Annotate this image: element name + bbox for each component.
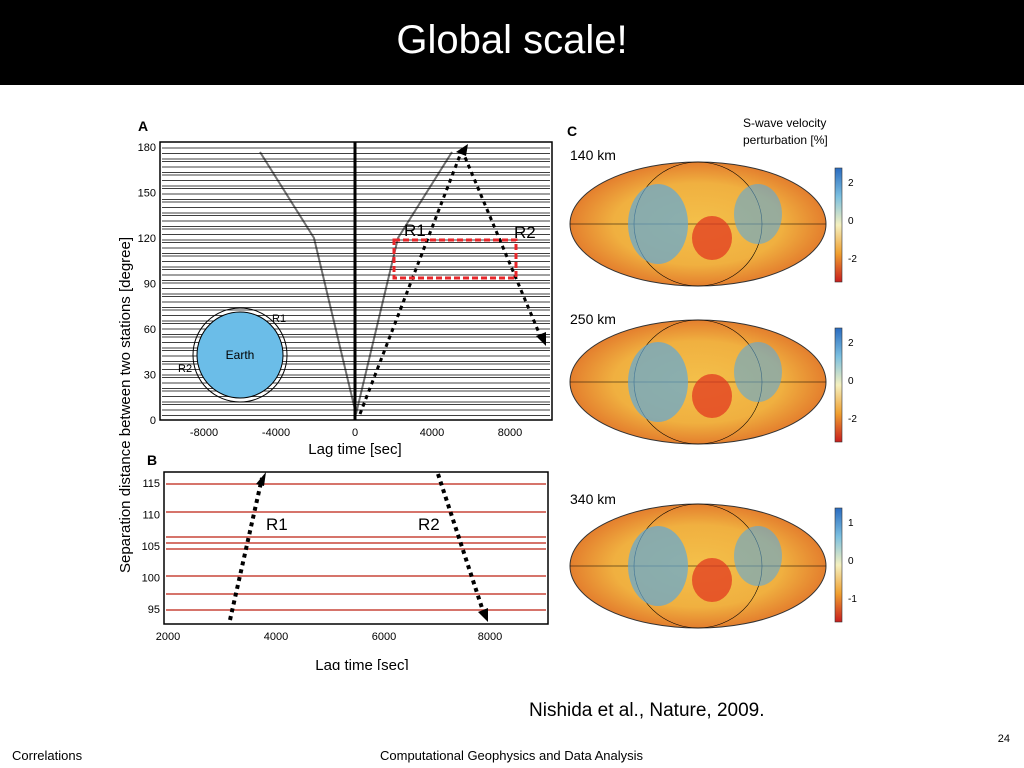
panel-b-xlabel: Lag time [sec] (315, 657, 408, 670)
footer-left: Correlations (12, 748, 83, 763)
earth-r1-label: R1 (272, 313, 286, 325)
panel-b-y-tick: 105 (142, 541, 160, 553)
map-depth-label: 340 km (570, 491, 616, 507)
figure: A R1 R2 Earth R1 R2 180 150 120 90 60 30 0 -80… (100, 100, 870, 674)
earth-inset: Earth R1 R2 (178, 307, 288, 403)
colorbar-tick: 0 (848, 556, 854, 567)
panel-a-y-tick: 180 (138, 142, 156, 154)
colorbar-tick: -2 (848, 254, 857, 265)
red-anomaly (692, 216, 732, 260)
velocity-map-2: 250 km 2 0 -2 (569, 311, 857, 445)
panel-b-r1-arrow (228, 477, 264, 621)
blue-anomaly (628, 342, 688, 422)
panel-a-x-tick: -4000 (262, 427, 290, 439)
red-anomaly (692, 558, 732, 602)
colorbar-tick: -1 (848, 594, 857, 605)
colorbar-tick: 0 (848, 376, 854, 387)
panel-b-traces (166, 483, 546, 611)
page-number: 24 (997, 733, 1010, 745)
panel-a-y-tick: 90 (144, 279, 156, 291)
panel-b-plot: R1 R2 (163, 471, 549, 625)
r1-moveout (259, 151, 453, 415)
highlight-box (392, 238, 518, 280)
map-depth-label: 250 km (570, 311, 616, 327)
r2-arrow-line (460, 149, 544, 341)
colorbar-tick: 2 (848, 178, 854, 189)
panel-b-y-tick: 95 (148, 604, 160, 616)
panel-a-x-tick: 8000 (498, 427, 522, 439)
panel-a-y-ticks: 180 150 120 90 60 30 0 (138, 142, 156, 427)
panel-b-y-tick: 110 (142, 510, 160, 522)
panel-b-r1-label: R1 (266, 515, 288, 534)
title-bar: Global scale! (0, 0, 1024, 85)
colorbar (834, 327, 843, 443)
panel-b-x-tick: 8000 (478, 631, 502, 643)
r1-arrow-line (358, 149, 464, 415)
r2-arrowhead (536, 332, 546, 346)
panel-a-r2-label: R2 (514, 223, 536, 242)
legend-title-line2: perturbation [%] (743, 133, 828, 147)
panel-a-y-tick: 150 (138, 188, 156, 200)
panel-a-x-tick: 4000 (420, 427, 444, 439)
velocity-map-1: 140 km 2 0 -2 (569, 147, 857, 287)
slide-title: Global scale! (396, 18, 628, 62)
shared-ylabel: Separation distance between two stations… (117, 237, 134, 573)
panel-a-y-tick: 30 (144, 370, 156, 382)
panel-b-label: B (147, 452, 157, 468)
panel-a-r1-label: R1 (404, 221, 426, 240)
panel-a-plot: R1 R2 Earth R1 R2 (159, 141, 553, 421)
panel-b-y-tick: 100 (142, 573, 160, 585)
colorbar (834, 167, 843, 283)
earth-circle (196, 311, 284, 399)
earth-label: Earth (226, 348, 255, 362)
blue-anomaly (628, 184, 688, 264)
citation: Nishida et al., Nature, 2009. (529, 700, 765, 721)
panel-a-x-ticks: -8000 -4000 0 4000 8000 (190, 427, 522, 439)
colorbar-tick: 0 (848, 216, 854, 227)
blue-anomaly (628, 526, 688, 606)
colorbar-tick: -2 (848, 414, 857, 425)
panel-a-y-tick: 60 (144, 324, 156, 336)
panel-a-xlabel: Lag time [sec] (308, 441, 401, 458)
panel-a-x-tick: 0 (352, 427, 358, 439)
panel-b-x-tick: 4000 (264, 631, 288, 643)
colorbar-tick: 2 (848, 338, 854, 349)
panel-b-x-ticks: 2000 4000 6000 8000 (156, 631, 502, 643)
r1-arrowhead (456, 144, 468, 156)
legend-title-line1: S-wave velocity (743, 116, 826, 130)
colorbar-tick: 1 (848, 518, 854, 529)
panel-b-x-tick: 6000 (372, 631, 396, 643)
panel-b-y-ticks: 115 110 105 100 95 (142, 478, 160, 616)
panel-a-y-tick: 0 (150, 415, 156, 427)
panel-b-x-tick: 2000 (156, 631, 180, 643)
panel-c-label: C (567, 123, 577, 139)
panel-b-y-tick: 115 (142, 478, 160, 490)
blue-anomaly (734, 526, 782, 586)
footer-center: Computational Geophysics and Data Analys… (380, 748, 644, 763)
blue-anomaly (734, 184, 782, 244)
panel-a-label: A (138, 118, 148, 134)
velocity-map-3: 340 km 1 0 -1 (569, 491, 857, 629)
blue-anomaly (734, 342, 782, 402)
panel-a-y-tick: 120 (138, 233, 156, 245)
map-depth-label: 140 km (570, 147, 616, 163)
velocity-maps: 140 km 2 0 -2 250 km 2 0 -2 340 km 1 0 -1 (569, 147, 857, 629)
red-anomaly (692, 374, 732, 418)
panel-b-r2-arrow (436, 473, 486, 615)
panel-a-x-tick: -8000 (190, 427, 218, 439)
panel-b-r2-label: R2 (418, 515, 440, 534)
colorbar (834, 507, 843, 623)
earth-r2-label: R2 (178, 363, 192, 375)
